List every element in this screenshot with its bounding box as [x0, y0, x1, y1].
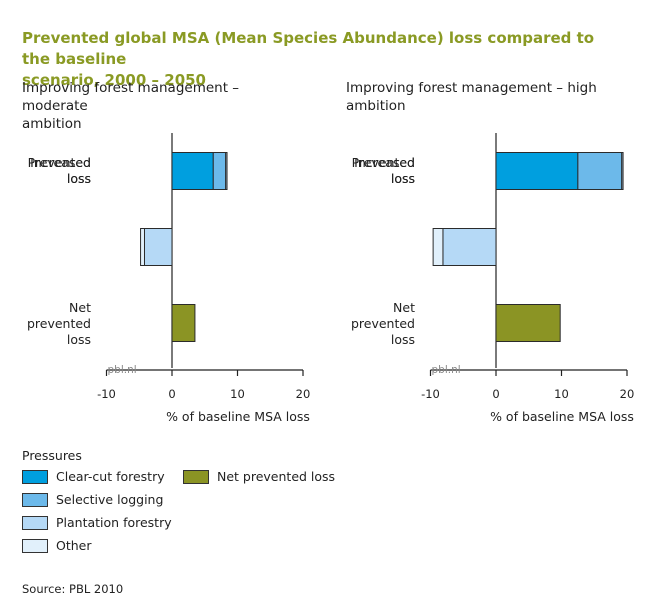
- moderate-bar-row1-selective-logging: [212, 152, 227, 190]
- moderate-x-tick-label-4: 20: [296, 387, 311, 401]
- high-category-label-row2-line2: loss: [391, 171, 415, 186]
- moderate-category-label-row3-line1: Net: [69, 300, 91, 315]
- moderate-category-label-row2-line1: Increased: [30, 155, 91, 170]
- chart-title: Prevented global MSA (Mean Species Abund…: [22, 28, 622, 91]
- moderate-category-label-row2-line2: loss: [67, 171, 91, 186]
- panel-title-moderate-line2: ambition: [22, 116, 82, 132]
- high-x-tick-label-4: 20: [620, 387, 635, 401]
- legend-swatch-clear-cut: [22, 470, 48, 484]
- panel-title-high-line2: ambition: [346, 98, 406, 114]
- moderate-x-axis-label: % of baseline MSA loss: [166, 409, 310, 424]
- high-x-tick-label-1: -10: [421, 387, 440, 401]
- moderate-x-tick-label-3: 10: [230, 387, 245, 401]
- moderate-bar-row1-plantation-forestry: [225, 152, 228, 190]
- moderate-category-label-row1-line1: Prevented: [28, 155, 91, 170]
- high-bar-row2-other: [432, 228, 444, 266]
- high-x-tick-label-3: 10: [554, 387, 569, 401]
- high-category-label-row3-line3: loss: [391, 332, 415, 347]
- moderate-category-label-row3-line2: prevented: [27, 316, 91, 331]
- legend-swatch-net: [183, 470, 209, 484]
- legend-label-plantation: Plantation forestry: [56, 515, 172, 530]
- high-category-label-row1-line1: Prevented: [352, 155, 415, 170]
- high-category-label-row3-line1: Net: [393, 300, 415, 315]
- legend-label-net: Net prevented loss: [217, 469, 336, 484]
- source-note: Source: PBL 2010: [22, 582, 124, 596]
- moderate-bar-row2-other: [140, 228, 145, 266]
- legend-label-clear-cut: Clear-cut forestry: [56, 469, 165, 484]
- legend-swatch-selective: [22, 493, 48, 507]
- panel-title-high: Improving forest management – high ambit…: [346, 79, 626, 115]
- moderate-x-tick-label-2: 0: [168, 387, 175, 401]
- moderate-category-label-row1-line2: loss: [67, 171, 91, 186]
- moderate-watermark: pbl.nl: [108, 364, 137, 376]
- chart-title-line2: scenario, 2000 – 2050: [22, 71, 206, 89]
- high-category-label-row2-line1: Increased: [354, 155, 415, 170]
- high-bar-row3-net-prevented-loss: [495, 304, 561, 342]
- chart-title-line1: Prevented global MSA (Mean Species Abund…: [22, 29, 595, 68]
- moderate-category-label-row3-line3: loss: [67, 332, 91, 347]
- moderate-x-tick-label-1: -10: [97, 387, 116, 401]
- high-watermark: pbl.nl: [432, 364, 461, 376]
- legend-swatch-other: [22, 539, 48, 553]
- panel-title-high-line1: Improving forest management – high: [346, 80, 597, 96]
- legend-label-other: Other: [56, 538, 92, 553]
- legend-heading: Pressures: [22, 448, 82, 463]
- high-bar-row1-plantation-forestry: [621, 152, 624, 190]
- panel-title-moderate: Improving forest management – moderate a…: [22, 79, 302, 133]
- high-category-label-row3-line2: prevented: [351, 316, 415, 331]
- high-bar-row1-clear-cut-forestry: [495, 152, 579, 190]
- high-x-axis-label: % of baseline MSA loss: [490, 409, 634, 424]
- high-x-tick-label-2: 0: [492, 387, 499, 401]
- moderate-bar-row1-clear-cut-forestry: [171, 152, 214, 190]
- panel-title-moderate-line1: Improving forest management – moderate: [22, 80, 240, 114]
- high-bar-row1-selective-logging: [577, 152, 623, 190]
- high-category-label-row1-line2: loss: [391, 171, 415, 186]
- moderate-bar-row3-net-prevented-loss: [171, 304, 196, 342]
- high-bar-row2-plantation-forestry: [442, 228, 497, 266]
- legend-swatch-plantation: [22, 516, 48, 530]
- moderate-bar-row2-plantation-forestry: [143, 228, 173, 266]
- legend-label-selective: Selective logging: [56, 492, 164, 507]
